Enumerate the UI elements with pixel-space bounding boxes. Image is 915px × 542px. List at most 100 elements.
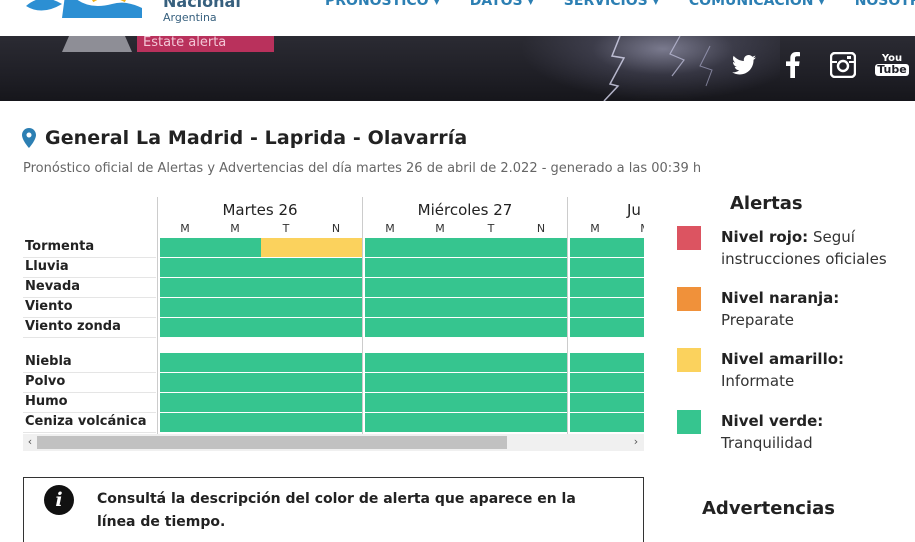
alert-cell-verde[interactable]	[260, 278, 312, 297]
alert-cell-verde[interactable]	[365, 393, 416, 412]
youtube-icon[interactable]: You Tube	[875, 50, 909, 80]
alert-cell-verde[interactable]	[620, 318, 644, 337]
alert-cell-amarillo[interactable]	[310, 238, 362, 257]
alert-cell-verde[interactable]	[365, 373, 416, 392]
alert-cell-verde[interactable]	[210, 353, 261, 372]
scroll-left-icon[interactable]: ‹	[27, 435, 33, 448]
alert-cell-verde[interactable]	[415, 258, 466, 277]
alert-cell-verde[interactable]	[310, 373, 362, 392]
alert-cell-verde[interactable]	[515, 393, 567, 412]
alert-cell-verde[interactable]	[515, 353, 567, 372]
alert-cell-verde[interactable]	[210, 373, 261, 392]
nav-item-comunicacion[interactable]: COMUNICACIÓN ▼	[689, 0, 825, 9]
alert-cell-verde[interactable]	[465, 238, 517, 257]
alert-cell-verde[interactable]	[160, 298, 211, 317]
alert-cell-verde[interactable]	[515, 298, 567, 317]
alert-cell-verde[interactable]	[620, 373, 644, 392]
twitter-icon[interactable]	[728, 50, 760, 80]
alert-cell-verde[interactable]	[570, 393, 621, 412]
alert-cell-verde[interactable]	[515, 373, 567, 392]
alert-cell-verde[interactable]	[465, 318, 517, 337]
alert-cell-verde[interactable]	[260, 318, 312, 337]
alert-cell-verde[interactable]	[465, 298, 517, 317]
alert-cell-verde[interactable]	[620, 238, 644, 257]
alert-cell-verde[interactable]	[160, 238, 211, 257]
alert-cell-verde[interactable]	[365, 318, 416, 337]
alert-cell-verde[interactable]	[310, 278, 362, 297]
nav-item-pronostico[interactable]: PRONÓSTICO ▼	[325, 0, 440, 9]
alert-cell-verde[interactable]	[570, 318, 621, 337]
alert-cell-verde[interactable]	[515, 278, 567, 297]
alert-cell-verde[interactable]	[620, 298, 644, 317]
alert-cell-verde[interactable]	[365, 238, 416, 257]
alert-cell-verde[interactable]	[570, 353, 621, 372]
alert-cell-verde[interactable]	[365, 258, 416, 277]
alert-cell-verde[interactable]	[515, 258, 567, 277]
scrollbar-thumb[interactable]	[37, 436, 507, 449]
alert-cell-verde[interactable]	[160, 393, 211, 412]
alert-cell-verde[interactable]	[210, 298, 261, 317]
alert-cell-verde[interactable]	[210, 393, 261, 412]
alert-cell-verde[interactable]	[310, 413, 362, 432]
alert-cell-verde[interactable]	[210, 278, 261, 297]
alert-cell-verde[interactable]	[260, 258, 312, 277]
alert-cell-verde[interactable]	[310, 298, 362, 317]
alert-cell-verde[interactable]	[415, 278, 466, 297]
scroll-right-icon[interactable]: ›	[633, 435, 639, 448]
alert-cell-verde[interactable]	[515, 413, 567, 432]
alert-cell-verde[interactable]	[620, 413, 644, 432]
alert-cell-verde[interactable]	[365, 298, 416, 317]
nav-item-servicios[interactable]: SERVICIOS ▼	[564, 0, 659, 9]
alert-cell-verde[interactable]	[465, 353, 517, 372]
alert-cell-verde[interactable]	[415, 413, 466, 432]
alert-cell-verde[interactable]	[570, 413, 621, 432]
alert-cell-verde[interactable]	[415, 353, 466, 372]
alert-cell-verde[interactable]	[365, 278, 416, 297]
alert-cell-verde[interactable]	[210, 238, 261, 257]
alert-cell-verde[interactable]	[160, 413, 211, 432]
alert-cell-verde[interactable]	[465, 393, 517, 412]
alert-cell-verde[interactable]	[465, 258, 517, 277]
alert-cell-verde[interactable]	[210, 258, 261, 277]
alert-cell-verde[interactable]	[160, 373, 211, 392]
alert-cell-verde[interactable]	[415, 318, 466, 337]
alert-cell-verde[interactable]	[465, 278, 517, 297]
alert-cell-verde[interactable]	[365, 353, 416, 372]
alert-cell-verde[interactable]	[310, 258, 362, 277]
nav-item-datos[interactable]: DATOS ▼	[470, 0, 534, 9]
alert-cell-verde[interactable]	[570, 373, 621, 392]
smn-logo-icon[interactable]	[22, 0, 146, 18]
alert-cell-verde[interactable]	[515, 238, 567, 257]
alert-cell-verde[interactable]	[465, 373, 517, 392]
alert-cell-verde[interactable]	[620, 353, 644, 372]
alert-cell-verde[interactable]	[570, 278, 621, 297]
nav-item-nosotros[interactable]: NOSOTR	[855, 0, 915, 9]
alert-cell-verde[interactable]	[365, 413, 416, 432]
alert-cell-amarillo[interactable]	[260, 238, 312, 257]
alert-cell-verde[interactable]	[210, 318, 261, 337]
alert-cell-verde[interactable]	[310, 318, 362, 337]
alert-cell-verde[interactable]	[160, 318, 211, 337]
alert-cell-verde[interactable]	[620, 393, 644, 412]
alert-cell-verde[interactable]	[310, 353, 362, 372]
alert-cell-verde[interactable]	[465, 413, 517, 432]
alert-cell-verde[interactable]	[415, 373, 466, 392]
alert-cell-verde[interactable]	[260, 393, 312, 412]
horizontal-scrollbar[interactable]: ‹ ›	[23, 434, 644, 451]
alert-cell-verde[interactable]	[260, 298, 312, 317]
alert-cell-verde[interactable]	[260, 373, 312, 392]
alert-cell-verde[interactable]	[160, 258, 211, 277]
facebook-icon[interactable]	[777, 50, 809, 80]
alert-cell-verde[interactable]	[515, 318, 567, 337]
instagram-icon[interactable]	[827, 50, 859, 80]
alert-cell-verde[interactable]	[260, 413, 312, 432]
alert-cell-verde[interactable]	[620, 278, 644, 297]
alert-cell-verde[interactable]	[160, 278, 211, 297]
alert-cell-verde[interactable]	[260, 353, 312, 372]
alert-cell-verde[interactable]	[160, 353, 211, 372]
estate-alerta-badge[interactable]: Estate alerta	[137, 36, 274, 52]
alert-cell-verde[interactable]	[415, 393, 466, 412]
alert-cell-verde[interactable]	[570, 238, 621, 257]
alert-cell-verde[interactable]	[570, 258, 621, 277]
alert-cell-verde[interactable]	[310, 393, 362, 412]
